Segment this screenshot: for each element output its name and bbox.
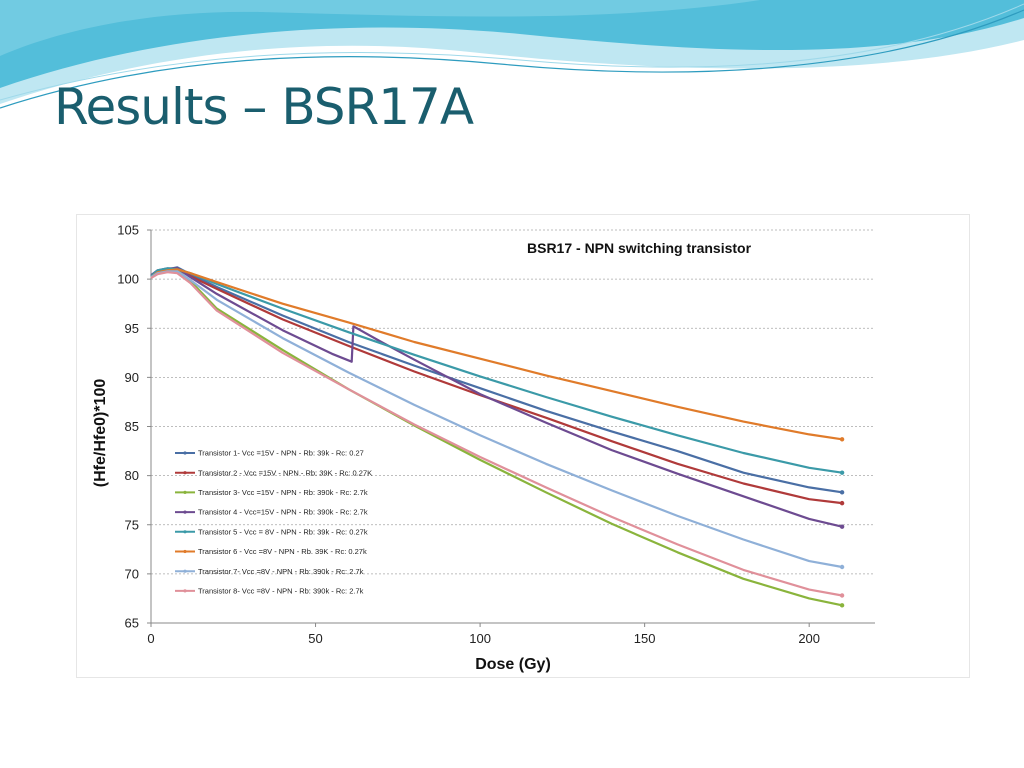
series-line-transistor-1 [150,266,843,494]
x-axis-title: Dose (Gy) [475,656,551,673]
grid-layer [151,229,875,575]
chart-title: BSR17 - NPN switching transistor [527,240,752,256]
header-wave-decoration [0,0,1024,109]
x-tick-label: 100 [469,631,491,646]
legend-entry-label: Transistor 1- Vcc =15V - NPN - Rb: 39k -… [198,449,364,458]
legend-entry-label: Transistor 5 - Vcc = 8V - NPN - Rb: 39k … [198,527,368,536]
series-line-transistor-6 [150,268,843,441]
legend-entry-label: Transistor 7- Vcc =8V - NPN - Rb: 390k -… [198,567,364,576]
series-end-point-transistor-3 [839,603,845,608]
axis-layer: 65 70 75 80 85 90 95 100 105 0 50 100 150 200 [117,223,875,646]
x-tick-label: 50 [308,631,322,646]
y-tick-label: 70 [125,566,139,581]
legend-entry-label: Transistor 6 - Vcc =8V - NPN - Rb. 39K -… [198,547,367,556]
y-tick-label: 90 [125,370,139,385]
series-end-point-transistor-1 [839,490,845,495]
legend-swatch-marker [183,510,187,514]
line-chart: 65 70 75 80 85 90 95 100 105 0 50 100 150 200 BSR17 -… [92,223,875,673]
y-tick-label: 105 [117,223,139,238]
wave-line-1 [0,9,1024,109]
legend-swatch-marker [183,471,187,475]
series-end-point-transistor-6 [839,437,845,442]
legend-entry-label: Transistor 8- Vcc =8V - NPN - Rb: 390k -… [198,587,364,596]
x-tick-label: 150 [634,631,656,646]
y-tick-label: 95 [125,321,139,336]
legend-swatch-marker [183,451,187,455]
series-line-transistor-8 [150,271,843,597]
y-tick-label: 75 [125,517,139,532]
legend-swatch-marker [183,569,187,573]
series-layer [150,266,845,608]
y-tick-label: 100 [117,272,139,287]
series-end-point-transistor-4 [839,524,845,529]
y-tick-label: 65 [125,616,139,631]
series-end-point-transistor-7 [839,564,845,570]
wave-highlight [0,0,760,56]
x-tick-label: 0 [147,631,154,646]
y-tick-label: 85 [125,419,139,434]
legend-swatch-marker [183,549,187,554]
y-axis-title: (Hfe/Hfe0)*100 [92,379,109,488]
legend-swatch-marker [183,490,187,494]
chart-frame: 65 70 75 80 85 90 95 100 105 0 50 100 150 200 BSR17 -… [76,214,970,678]
legend-entry-label: Transistor 4 - Vcc=15V - NPN - Rb: 390k … [198,508,368,517]
series-end-point-transistor-2 [839,500,845,506]
legend-entry-label: Transistor 2 - Vcc =15V - NPN - Rb: 39K … [198,468,372,477]
series-end-point-transistor-8 [839,593,845,598]
slide-title: Results – BSR17A [54,78,474,136]
wave-front [0,0,1024,88]
series-end-point-transistor-5 [839,470,845,475]
wave-line-2 [0,3,1024,101]
x-tick-label: 200 [798,631,820,646]
y-tick-label: 80 [125,468,139,483]
legend-swatch-marker [183,589,187,593]
legend-entry-label: Transistor 3- Vcc =15V - NPN - Rb: 390k … [198,488,368,497]
legend-swatch-marker [183,530,187,534]
legend: Transistor 1- Vcc =15V - NPN - Rb: 39k -… [175,449,372,596]
series-line-transistor-7 [150,270,843,569]
